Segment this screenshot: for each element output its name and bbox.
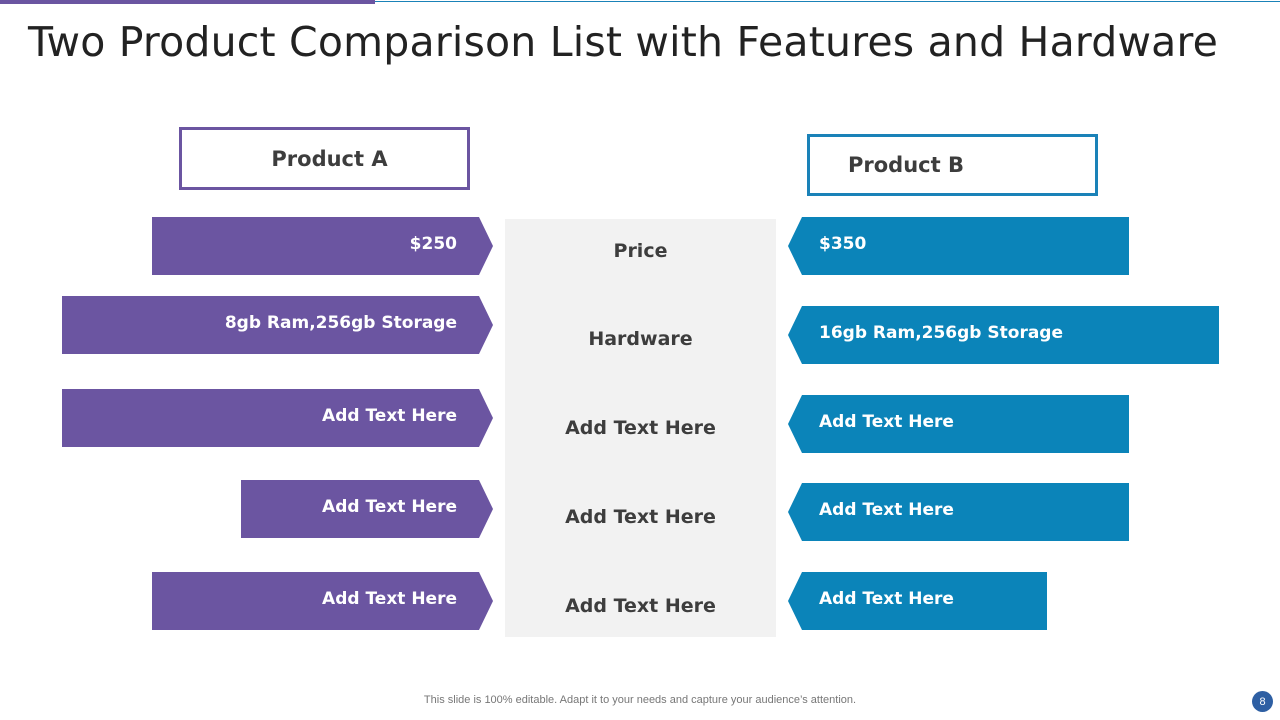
product-b-row-4-arrow[interactable]: Add Text Here [788,483,1129,541]
product-a-row-3-text: Add Text Here [322,406,457,426]
product-a-hardware-text: 8gb Ram,256gb Storage [224,313,457,333]
product-b-row-3-arrow[interactable]: Add Text Here [788,395,1129,453]
product-b-label: Product B [848,153,964,177]
product-a-price-text: $250 [409,234,457,254]
product-b-hardware-arrow[interactable]: 16gb Ram,256gb Storage [788,306,1219,364]
product-b-price-text: $350 [819,234,867,254]
product-a-row-3-arrow[interactable]: Add Text Here [62,389,493,447]
feature-label-hardware: Hardware [588,328,693,350]
product-b-hardware-text: 16gb Ram,256gb Storage [819,323,1063,343]
product-a-header[interactable]: Product A [179,127,470,190]
product-a-row-4-text: Add Text Here [322,497,457,517]
product-b-row-5-arrow[interactable]: Add Text Here [788,572,1047,630]
product-a-hardware-arrow[interactable]: 8gb Ram,256gb Storage [62,296,493,354]
page-number: 8 [1259,695,1266,708]
features-panel [505,219,776,637]
product-b-row-5-text: Add Text Here [819,589,954,609]
product-b-header[interactable]: Product B [807,134,1098,196]
feature-label-price: Price [613,240,668,262]
product-a-row-4-arrow[interactable]: Add Text Here [241,480,493,538]
product-a-row-5-text: Add Text Here [322,589,457,609]
product-b-row-4-text: Add Text Here [819,500,954,520]
product-b-row-3-text: Add Text Here [819,412,954,432]
top-accent-line-teal [375,1,1280,2]
page-number-badge: 8 [1252,691,1273,712]
product-a-price-arrow[interactable]: $250 [152,217,493,275]
product-b-price-arrow[interactable]: $350 [788,217,1129,275]
feature-label-5: Add Text Here [565,595,716,617]
feature-label-4: Add Text Here [565,506,716,528]
slide-title: Two Product Comparison List with Feature… [28,18,1219,66]
product-a-row-5-arrow[interactable]: Add Text Here [152,572,493,630]
footer-note: This slide is 100% editable. Adapt it to… [423,694,857,706]
top-accent-bar-purple [0,0,375,4]
feature-label-3: Add Text Here [565,417,716,439]
product-a-label: Product A [271,146,388,171]
